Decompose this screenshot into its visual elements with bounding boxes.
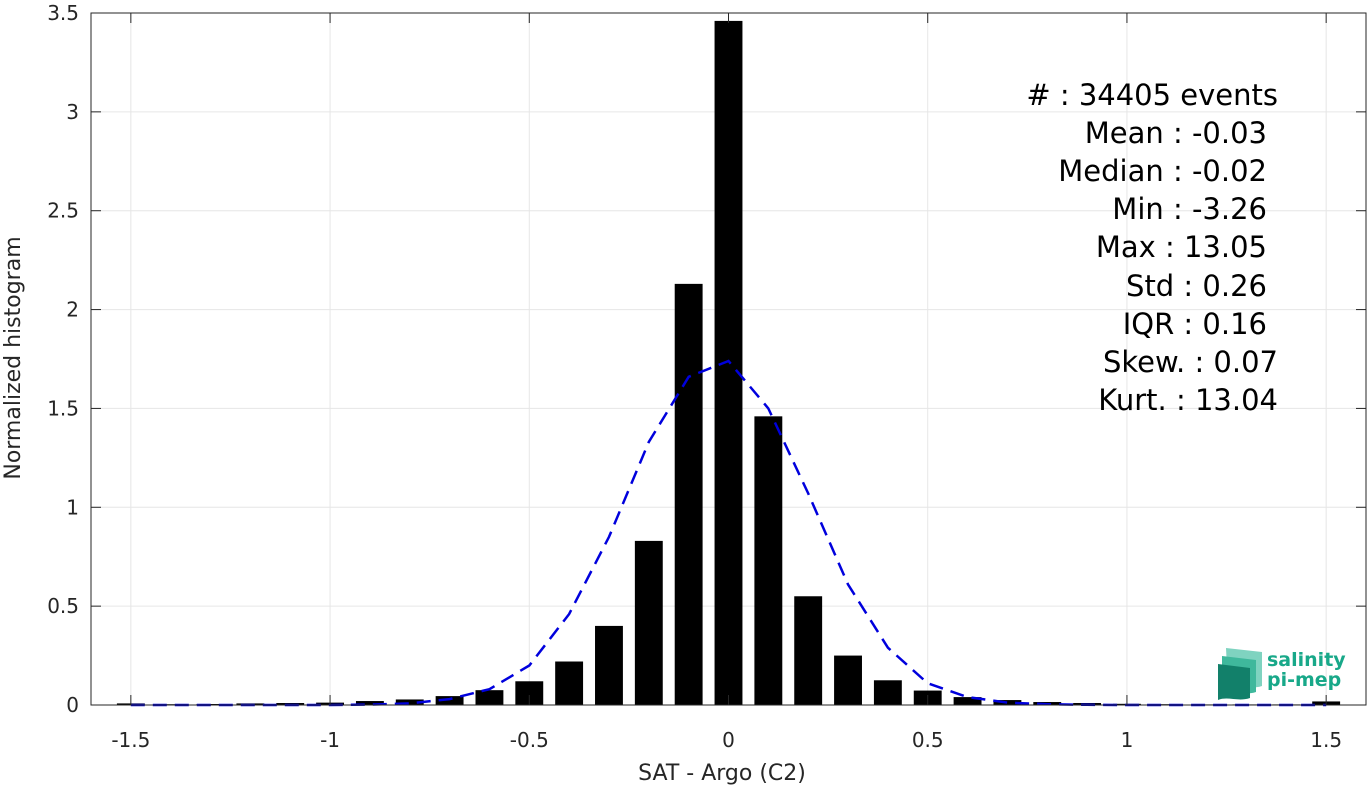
wave-logo-icon (1218, 648, 1262, 700)
y-tick-label: 3.5 (47, 1, 79, 25)
stats-count: # : 34405 events (1026, 78, 1278, 112)
x-tick-label: 0 (722, 728, 735, 752)
stats-min: Min : -3.26 (1112, 192, 1267, 226)
y-tick-label: 0 (66, 693, 79, 717)
stats-std: Std : 0.26 (1126, 269, 1267, 303)
histogram-bar (355, 701, 384, 705)
logo-text-line1: salinity (1267, 649, 1346, 671)
logo-text-line2: pi-mep (1267, 669, 1341, 691)
x-tick-label: -1 (320, 728, 340, 752)
histogram-bar (834, 655, 862, 705)
histogram-bar (475, 690, 504, 705)
stats-skew: Skew. : 0.07 (1103, 345, 1278, 379)
stats-annotation: # : 34405 events Mean : -0.03 Median : -… (1026, 78, 1278, 417)
y-tick-label: 3 (66, 100, 79, 124)
stats-kurt: Kurt. : 13.04 (1098, 383, 1278, 417)
stats-max: Max : 13.05 (1096, 230, 1267, 264)
x-axis-label: SAT - Argo (C2) (638, 761, 806, 786)
axis-ticks: -1.5 -1 -0.5 0 0.5 1 1.5 0 0.5 1 1.5 2 2.5 3 3.5 (47, 1, 1366, 752)
histogram-bar (953, 697, 982, 705)
x-tick-label: 0.5 (912, 728, 944, 752)
histogram-bar (634, 540, 663, 705)
y-tick-label: 1 (66, 495, 79, 519)
x-tick-label: -1.5 (111, 728, 150, 752)
histogram-bar (794, 596, 823, 705)
y-tick-label: 1.5 (47, 396, 79, 420)
y-axis-label: Normalized histogram (1, 236, 26, 479)
y-tick-label: 2.5 (47, 199, 79, 223)
x-tick-label: 1 (1121, 728, 1134, 752)
stats-median: Median : -0.02 (1058, 154, 1267, 188)
histogram-bar (993, 700, 1022, 705)
histogram-bar (873, 680, 902, 705)
y-tick-label: 0.5 (47, 594, 79, 618)
x-tick-label: 1.5 (1310, 728, 1342, 752)
histogram-bar (674, 283, 703, 705)
histogram-bar (395, 699, 424, 705)
histogram-bar (595, 625, 623, 705)
stats-iqr: IQR : 0.16 (1123, 307, 1267, 341)
histogram-bar (515, 681, 544, 705)
histogram-bar (435, 696, 464, 705)
histogram-bar (555, 661, 584, 705)
histogram-bar (754, 416, 783, 705)
histogram-bars (116, 20, 1341, 706)
stats-mean: Mean : -0.03 (1085, 116, 1267, 150)
x-tick-label: -0.5 (510, 728, 549, 752)
histogram-bar (714, 20, 743, 706)
salinity-pi-mep-logo: salinity pi-mep (1218, 648, 1346, 700)
y-tick-label: 2 (66, 298, 79, 322)
